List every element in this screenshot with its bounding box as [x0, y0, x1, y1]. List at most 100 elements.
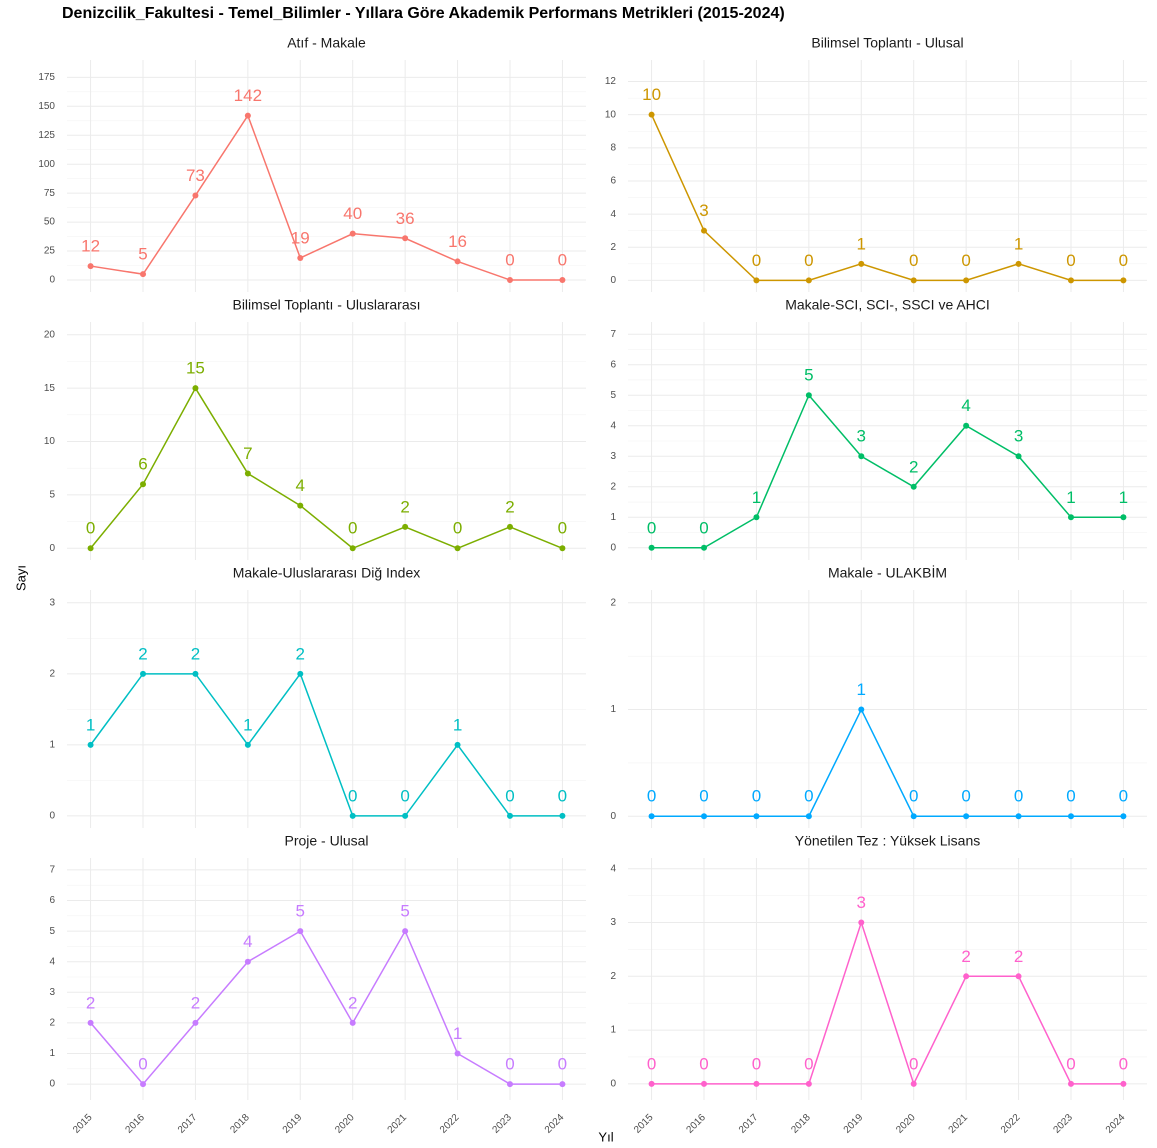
point: [701, 227, 708, 234]
point: [1120, 514, 1127, 521]
point: [559, 812, 566, 819]
data-label: 2: [400, 497, 409, 516]
point: [1067, 1080, 1074, 1087]
point: [858, 706, 865, 713]
y-tick-label: 7: [49, 865, 55, 876]
point: [402, 523, 409, 530]
line: [90, 929, 563, 1086]
data-label: 5: [804, 366, 813, 385]
y-tick-label: 25: [44, 246, 56, 257]
panel-title: Yönetilen Tez : Yüksek Lisans: [795, 833, 981, 849]
point: [192, 385, 199, 392]
y-tick-label: 15: [44, 383, 56, 394]
data-label: 0: [804, 787, 813, 806]
y-tick-label: 50: [44, 217, 56, 228]
data-label: 2: [191, 993, 200, 1012]
point: [87, 1019, 94, 1026]
point: [402, 928, 409, 935]
x-tick-label: 2016: [123, 1112, 147, 1136]
point: [910, 813, 917, 820]
data-label: 1: [453, 715, 462, 734]
x-tick-label: 2016: [684, 1112, 708, 1136]
point: [506, 276, 513, 283]
point: [858, 919, 865, 926]
y-tick-label: 0: [610, 542, 616, 553]
point: [506, 1081, 513, 1088]
point: [701, 813, 708, 820]
point: [454, 258, 461, 265]
data-label: 3: [857, 893, 866, 912]
point: [140, 670, 147, 677]
data-label: 0: [804, 251, 813, 270]
point: [559, 276, 566, 283]
point: [297, 670, 304, 677]
y-tick-label: 0: [610, 275, 616, 286]
point: [648, 813, 655, 820]
y-tick-label: 0: [49, 1079, 55, 1090]
point: [1067, 277, 1074, 284]
point: [1120, 277, 1127, 284]
data-label: 0: [752, 1054, 761, 1073]
data-label: 0: [699, 787, 708, 806]
line: [90, 113, 563, 281]
data-label: 2: [909, 457, 918, 476]
point: [349, 1019, 356, 1026]
x-tick-label: 2018: [228, 1112, 252, 1136]
point: [454, 545, 461, 552]
x-tick-label: 2017: [737, 1112, 761, 1136]
data-label: 0: [1066, 787, 1075, 806]
y-tick-label: 7: [610, 329, 616, 340]
x-tick-label: 2015: [632, 1112, 656, 1136]
point: [910, 277, 917, 284]
data-label: 0: [348, 519, 357, 538]
x-tick-label: 2022: [438, 1112, 462, 1136]
data-label: 0: [505, 786, 514, 805]
point: [87, 741, 94, 748]
y-tick-label: 3: [610, 917, 616, 928]
point: [1067, 514, 1074, 521]
point: [244, 112, 251, 119]
point: [1015, 260, 1022, 267]
data-label: 0: [647, 787, 656, 806]
data-label: 40: [343, 204, 362, 223]
point: [559, 1081, 566, 1088]
data-label: 2: [961, 947, 970, 966]
y-tick-label: 0: [610, 1079, 616, 1090]
point: [192, 192, 199, 199]
y-tick-label: 175: [38, 72, 55, 83]
data-label: 0: [699, 518, 708, 537]
y-tick-label: 75: [44, 188, 56, 199]
data-label: 5: [400, 902, 409, 921]
data-label: 0: [909, 251, 918, 270]
y-tick-label: 2: [610, 971, 616, 982]
data-label: 0: [1014, 787, 1023, 806]
point: [297, 928, 304, 935]
point: [910, 1080, 917, 1087]
data-label: 0: [505, 1055, 514, 1074]
y-tick-label: 2: [49, 668, 55, 679]
panel-title: Proje - Ulusal: [284, 833, 368, 849]
point: [506, 812, 513, 819]
data-label: 7: [243, 444, 252, 463]
line: [650, 114, 1124, 282]
y-tick-label: 2: [610, 242, 616, 253]
x-tick-label: 2023: [1051, 1112, 1075, 1136]
data-label: 36: [396, 209, 415, 228]
data-label: 2: [138, 644, 147, 663]
data-label: 0: [1066, 1054, 1075, 1073]
point: [349, 812, 356, 819]
line: [651, 707, 1124, 818]
x-tick-label: 2024: [543, 1112, 567, 1136]
panel-title: Makale-Uluslararası Diğ Index: [233, 565, 421, 581]
y-tick-label: 20: [44, 329, 56, 340]
data-label: 0: [1119, 787, 1128, 806]
data-label: 12: [81, 237, 100, 256]
data-label: 1: [1066, 488, 1075, 507]
point: [244, 958, 251, 965]
panel-title: Bilimsel Toplantı - Uluslararası: [232, 297, 420, 313]
x-tick-label: 2022: [999, 1112, 1023, 1136]
data-label: 0: [752, 787, 761, 806]
point: [858, 260, 865, 267]
data-label: 73: [186, 166, 205, 185]
panel-title: Atıf - Makale: [287, 35, 366, 51]
